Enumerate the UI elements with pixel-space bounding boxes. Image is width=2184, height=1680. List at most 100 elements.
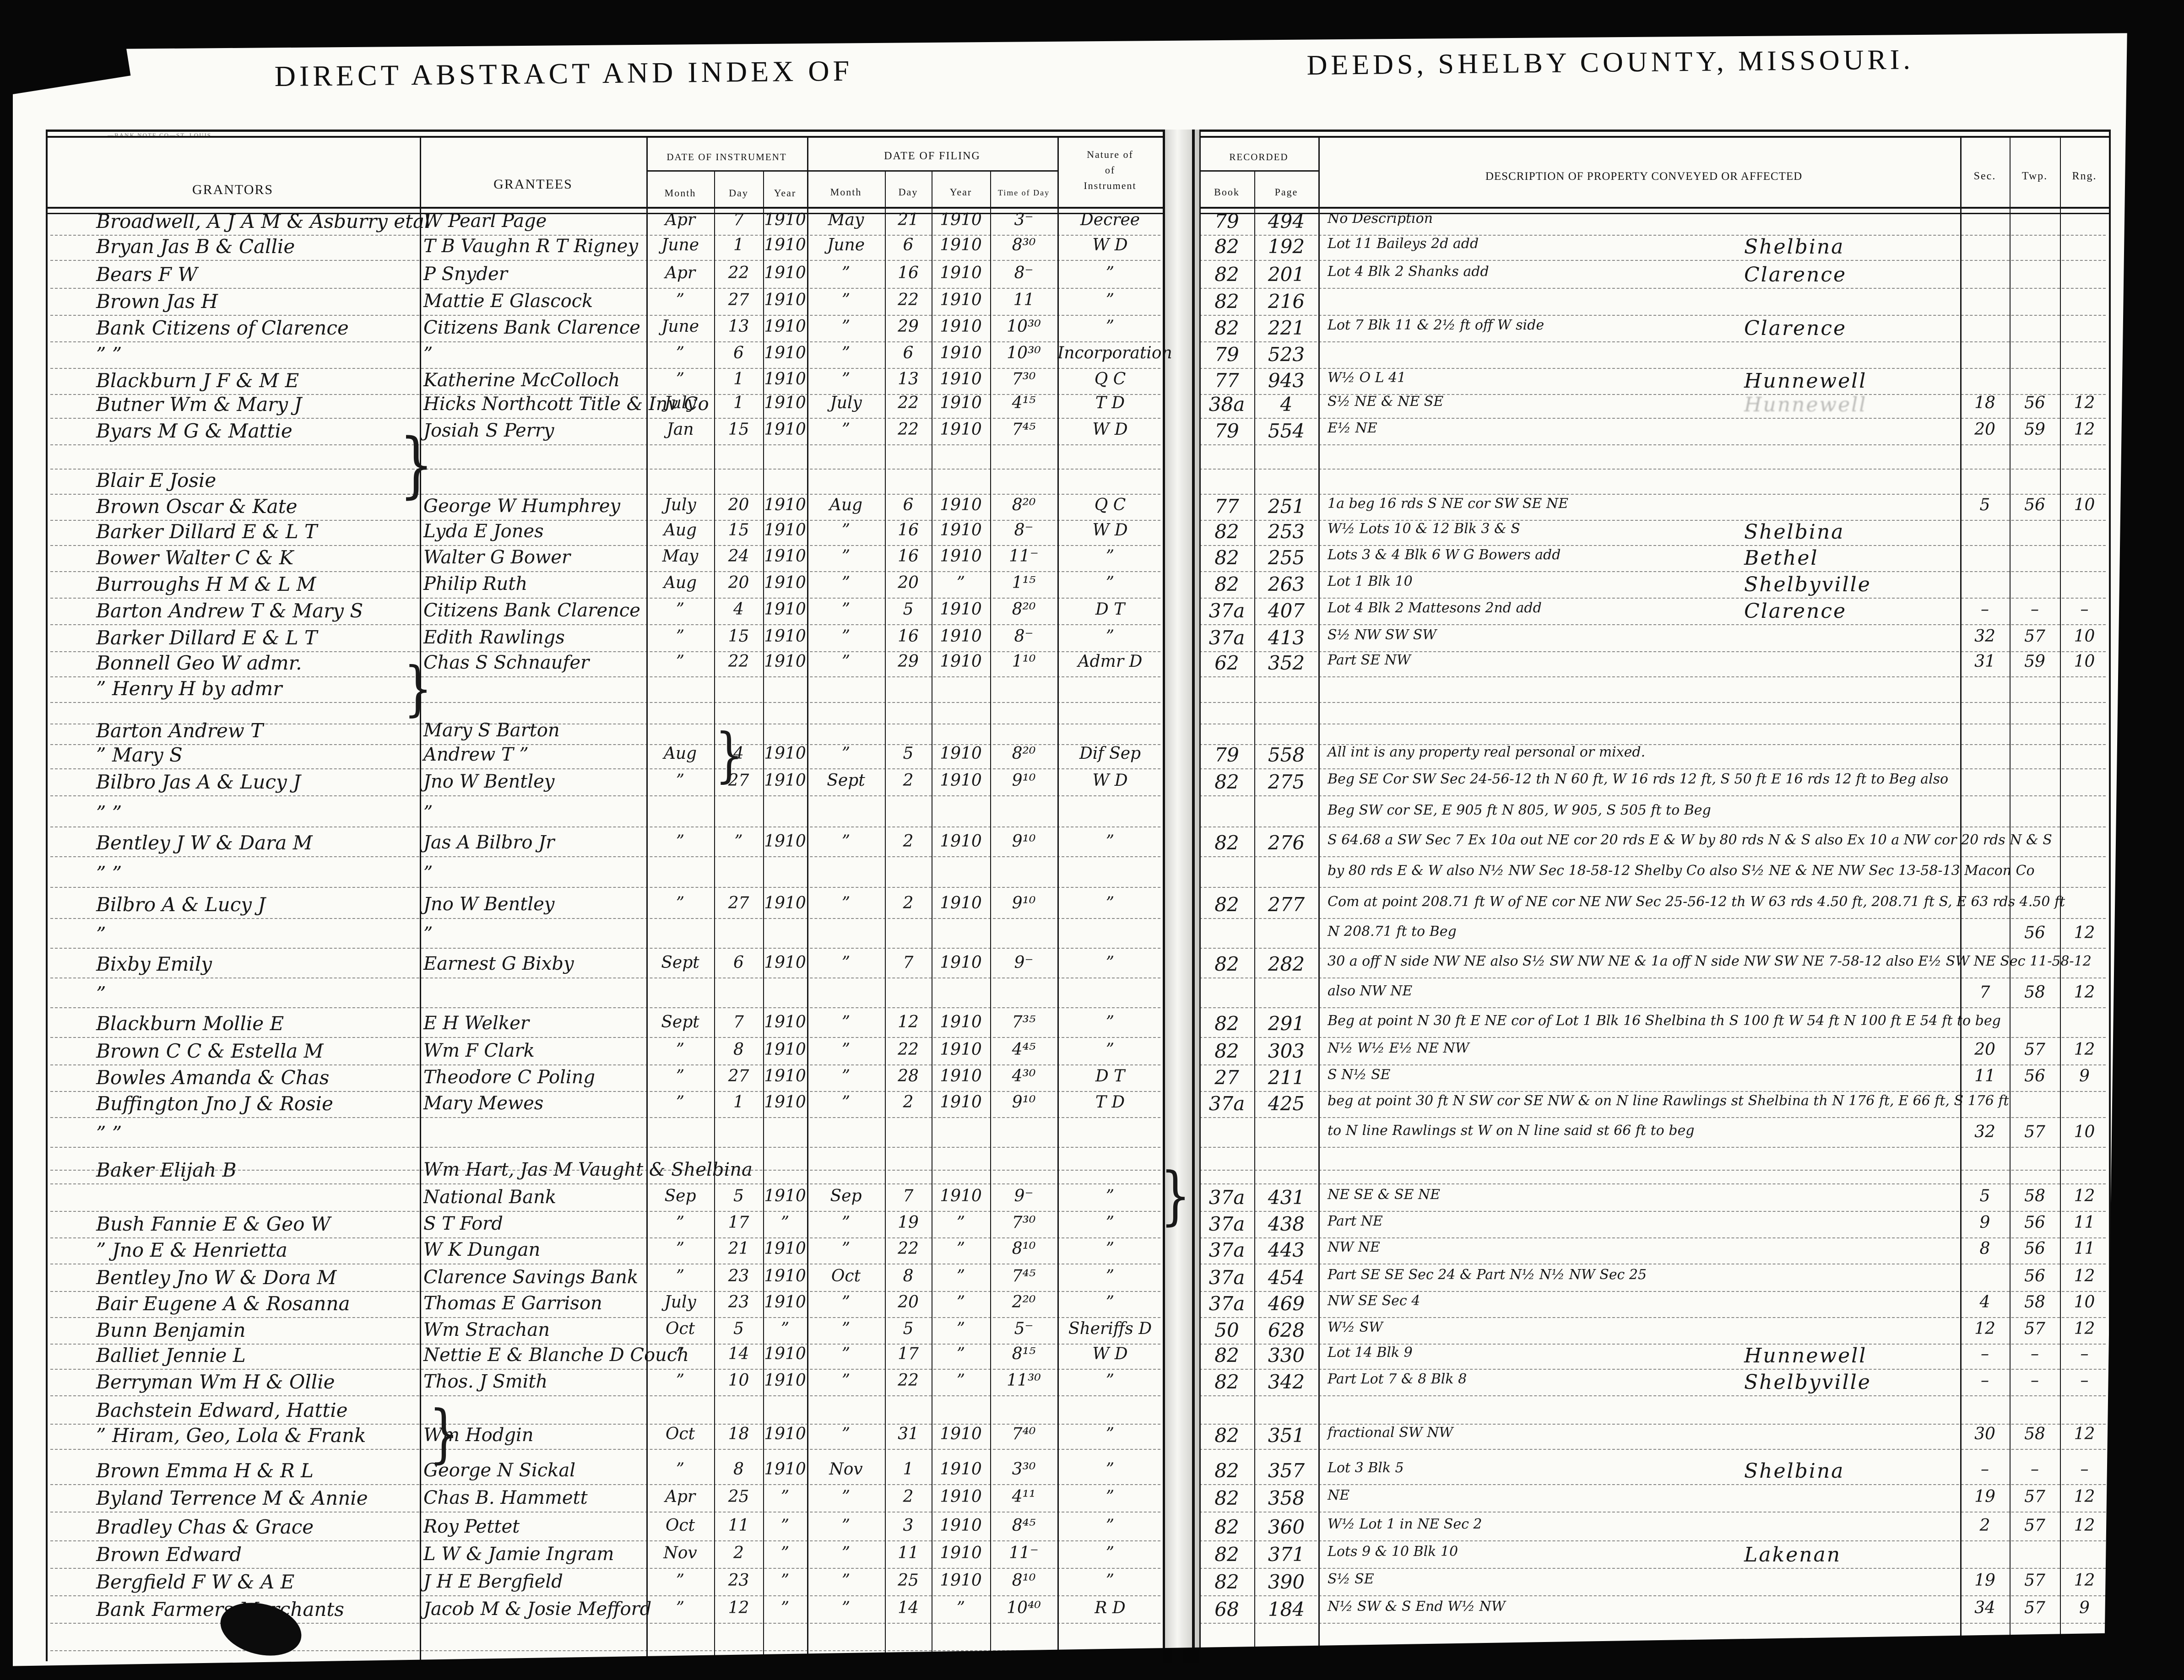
cell-g: Bank Farmers Merchants bbox=[96, 1598, 344, 1621]
cell-iy: 1910 bbox=[764, 600, 806, 619]
cell-fd: 11 bbox=[898, 1544, 919, 1562]
printer-mark: —BANK NOTE CO—ST. LOUIS bbox=[108, 132, 212, 139]
row-rule bbox=[1199, 1369, 2106, 1370]
cell-n: Dif Sep bbox=[1079, 744, 1141, 763]
cell-tp: 57 bbox=[2024, 1571, 2045, 1590]
row-rule bbox=[1199, 1568, 2106, 1569]
cell-id: 22 bbox=[728, 264, 749, 282]
cell-d: N 208.71 ft to Beg bbox=[1328, 924, 1457, 940]
cell-d: NE SE & SE NE bbox=[1328, 1187, 1441, 1203]
row-rule bbox=[1199, 1211, 2106, 1212]
row-rule bbox=[50, 768, 1160, 769]
cell-fd: 2 bbox=[903, 1093, 914, 1112]
cell-fy: ” bbox=[956, 1293, 965, 1312]
cell-fm: ” bbox=[841, 1067, 851, 1086]
cell-t: 11⁻ bbox=[1009, 547, 1039, 566]
cell-im: ” bbox=[676, 1067, 685, 1086]
row-rule bbox=[1199, 651, 2106, 652]
cell-n: T D bbox=[1095, 1093, 1125, 1112]
cell-id: 7 bbox=[733, 211, 744, 229]
row-rule bbox=[1199, 1237, 2106, 1238]
cell-d: Part SE NW bbox=[1328, 652, 1411, 668]
cell-fd: 1 bbox=[903, 1460, 914, 1479]
cell-id: 22 bbox=[728, 652, 749, 671]
cell-im: Sept bbox=[661, 953, 699, 972]
cell-r: 12 bbox=[2074, 394, 2095, 412]
cell-im: Aug bbox=[663, 573, 697, 592]
cell-e: Philip Ruth bbox=[423, 573, 528, 594]
cell-fd: 7 bbox=[903, 1187, 914, 1205]
cell-e: Andrew T ” bbox=[423, 744, 529, 765]
column-header-twp: Twp. bbox=[2021, 170, 2048, 182]
cell-e: Jas A Bilbro Jr bbox=[423, 832, 555, 853]
cell-bk: 37a bbox=[1209, 600, 1245, 622]
cell-d: Beg SW cor SE, E 905 ft N 805, W 905, S … bbox=[1328, 802, 1711, 818]
cell-tp: 57 bbox=[2024, 1487, 2045, 1506]
cell-fd: 22 bbox=[898, 1040, 919, 1059]
row-rule bbox=[1199, 235, 2106, 236]
row-rule bbox=[50, 1211, 1160, 1212]
cell-fm: ” bbox=[841, 344, 851, 362]
row-rule bbox=[1199, 494, 2106, 495]
cell-fm: ” bbox=[841, 1213, 851, 1232]
cell-g: Brown Oscar & Kate bbox=[96, 495, 298, 518]
row-rule bbox=[50, 1650, 1160, 1651]
cell-e: Citizens Bank Clarence bbox=[423, 317, 640, 338]
cell-n: Sheriffs D bbox=[1068, 1319, 1152, 1338]
paper-background bbox=[13, 0, 2137, 1680]
cell-iy: 1910 bbox=[764, 771, 806, 790]
cell-tp: 57 bbox=[2024, 1040, 2045, 1059]
cell-g: Bergfield F W & A E bbox=[96, 1571, 295, 1593]
cell-g: Bachstein Edward, Hattie bbox=[96, 1399, 348, 1421]
cell-fy: ” bbox=[956, 1213, 965, 1232]
right-page-title: DEEDS, SHELBY COUNTY, MISSOURI. bbox=[1306, 44, 1914, 81]
cell-t: 9¹⁰ bbox=[1012, 1093, 1036, 1112]
cell-d: W½ O L 41 bbox=[1328, 370, 1406, 386]
cell-s: 34 bbox=[1974, 1599, 1995, 1617]
grid-vertical-line bbox=[1192, 130, 1195, 1661]
cell-s: 19 bbox=[1974, 1571, 1995, 1590]
column-header-nature-line1: Nature of bbox=[1087, 149, 1133, 160]
cell-tp: 56 bbox=[2024, 1213, 2045, 1232]
cell-bk: 37a bbox=[1209, 1186, 1245, 1209]
cell-bk: 82 bbox=[1214, 1012, 1239, 1035]
grid-horizontal-line bbox=[646, 170, 1057, 172]
cell-e: Edith Rawlings bbox=[423, 627, 565, 648]
handwritten-brace: } bbox=[1160, 1161, 1191, 1230]
cell-s: 32 bbox=[1974, 627, 1995, 646]
cell-tp: – bbox=[2031, 1460, 2039, 1479]
cell-im: ” bbox=[676, 1460, 685, 1479]
cell-e: Chas B. Hammett bbox=[423, 1487, 588, 1508]
cell-id: 1 bbox=[733, 1093, 744, 1112]
cell-im: June bbox=[661, 317, 699, 336]
column-header-rng: Rng. bbox=[2072, 170, 2097, 182]
cell-tn: Shelbina bbox=[1744, 235, 1845, 259]
cell-d: also NW NE bbox=[1328, 983, 1413, 999]
cell-d: Lots 9 & 10 Blk 10 bbox=[1328, 1544, 1458, 1560]
grid-horizontal-line bbox=[46, 136, 1165, 138]
cell-n: Incorporation bbox=[1057, 344, 1172, 362]
cell-e: Hicks Northcott Title & Inv Co bbox=[423, 394, 709, 415]
cell-n: ” bbox=[1106, 1516, 1115, 1535]
cell-fy: 1910 bbox=[940, 1516, 982, 1535]
grid-vertical-line bbox=[990, 170, 991, 1661]
cell-im: July bbox=[664, 394, 696, 412]
cell-im: Sep bbox=[664, 1187, 696, 1205]
cell-g: Byland Terrence M & Annie bbox=[96, 1487, 368, 1509]
cell-t: 9⁻ bbox=[1014, 1187, 1034, 1205]
cell-tp: 59 bbox=[2024, 652, 2045, 671]
cell-iy: 1910 bbox=[764, 652, 806, 671]
cell-im: ” bbox=[676, 344, 685, 362]
cell-g: Blair E Josie bbox=[96, 469, 217, 492]
cell-fy: 1910 bbox=[940, 1093, 982, 1112]
column-header-filing-month: Month bbox=[830, 186, 862, 198]
cell-fd: 22 bbox=[898, 420, 919, 439]
cell-r: – bbox=[2080, 1460, 2089, 1479]
cell-bk: 77 bbox=[1214, 369, 1239, 392]
cell-id: 27 bbox=[728, 291, 749, 309]
cell-bk: 77 bbox=[1214, 495, 1239, 518]
cell-n: ” bbox=[1106, 1293, 1115, 1312]
cell-fy: 1910 bbox=[940, 1040, 982, 1059]
column-header-instrument-month: Month bbox=[664, 187, 696, 199]
cell-fm: ” bbox=[841, 894, 851, 913]
